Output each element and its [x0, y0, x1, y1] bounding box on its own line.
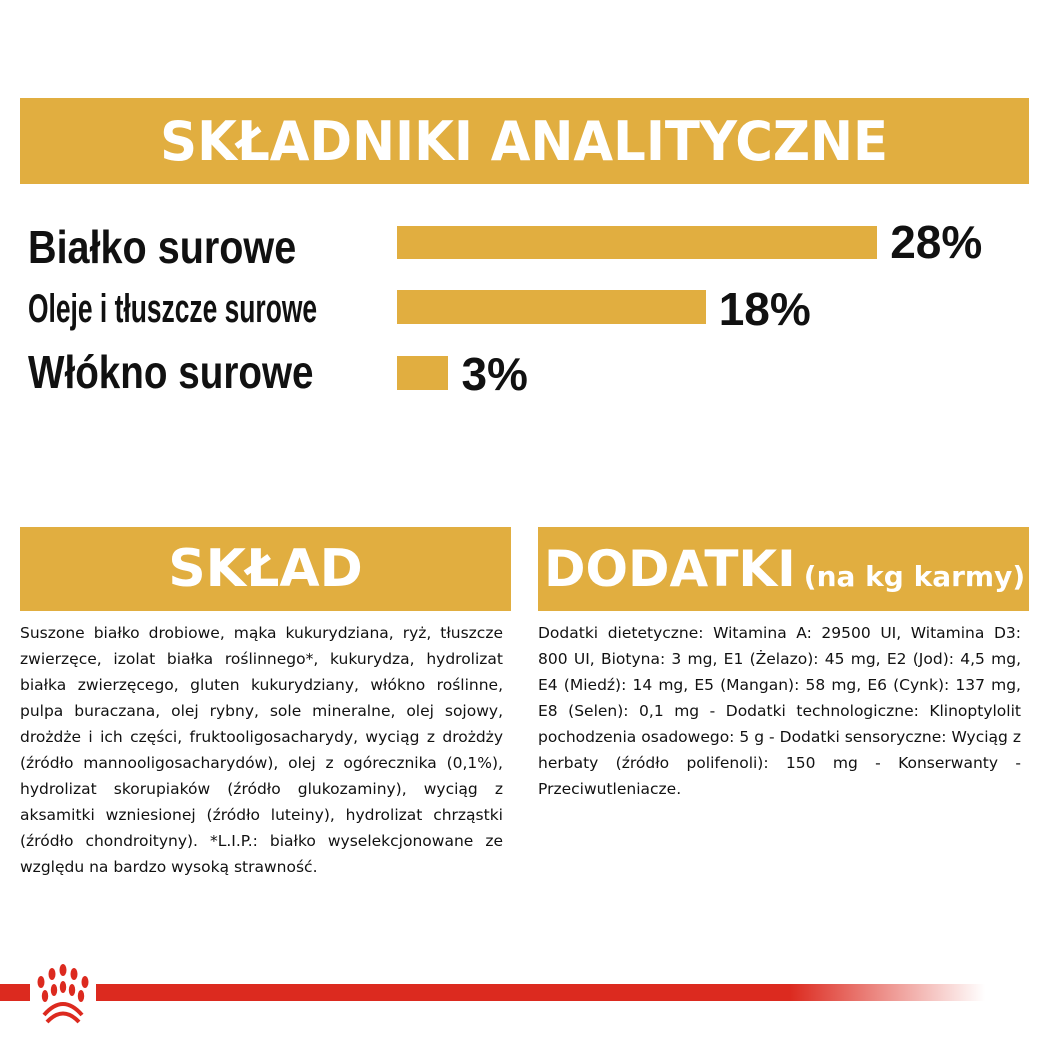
additives-subtitle: (na kg karmy) [803, 559, 1026, 593]
bar [397, 290, 706, 324]
royal-canin-logo-icon [30, 955, 96, 1025]
composition-header: SKŁAD [20, 527, 511, 611]
data-label: 28% [890, 216, 983, 268]
bar [397, 356, 449, 390]
footer-red-line [0, 984, 985, 1001]
bar [397, 226, 878, 259]
data-label: 3% [461, 348, 528, 400]
data-label: 18% [718, 283, 811, 335]
additives-text: Dodatki dietetyczne: Witamina A: 29500 U… [538, 624, 1021, 798]
composition-title: SKŁAD [168, 539, 363, 599]
composition-text: Suszone białko drobiowe, mąka kukurydzia… [20, 624, 503, 876]
additives-title: DODATKI [544, 540, 796, 598]
bar-label: Włókno surowe [28, 346, 314, 398]
analytical-header: SKŁADNIKI ANALITYCZNE [20, 98, 1029, 184]
bar-label: Oleje i tłuszcze surowe [28, 287, 318, 331]
additives-header: DODATKI (na kg karmy) [538, 527, 1029, 611]
analytical-title: SKŁADNIKI ANALITYCZNE [160, 109, 889, 173]
bar-label: Białko surowe [28, 221, 297, 273]
